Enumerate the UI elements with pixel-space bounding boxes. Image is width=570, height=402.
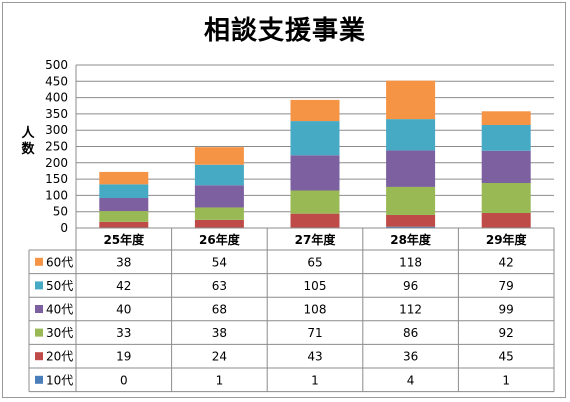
y-tick-label: 100 [45,188,68,202]
y-tick-label: 50 [53,205,68,219]
x-category-label: 26年度 [199,232,241,247]
data-label: 40 [116,303,131,317]
bar-segment [99,221,149,228]
legend-swatch [35,352,43,361]
data-label: 4 [407,373,415,387]
bar-segment [290,99,340,122]
legend-swatch [35,257,43,266]
x-category-label: 29年度 [486,232,528,247]
bar-segment [99,211,149,222]
legend-label: 50代 [46,279,73,293]
data-label: 1 [502,373,510,387]
data-label: 65 [307,255,322,269]
chart-title: 相談支援事業 [203,16,366,46]
data-label: 45 [499,350,514,364]
bar-segment [290,121,340,156]
bar-segment [386,119,436,151]
bar-segment [481,213,531,228]
legend-swatch [35,375,43,384]
data-label: 108 [304,303,327,317]
bar-segment [99,198,149,212]
legend-swatch [35,305,43,313]
bar-segment [386,226,436,228]
y-tick-label: 500 [45,58,68,72]
bar-segment [290,190,340,214]
data-label: 63 [212,279,227,293]
data-label: 112 [399,303,422,317]
x-category-label: 25年度 [103,232,145,247]
legend-label: 40代 [46,303,73,317]
bar-segment [194,207,244,220]
y-tick-label: 250 [45,140,68,154]
y-tick-label: 0 [60,221,68,235]
legend-label: 60代 [46,255,73,269]
data-label: 71 [307,326,322,340]
bar-segment [99,171,149,185]
data-label: 99 [499,303,514,317]
y-tick-label: 450 [45,74,68,88]
data-label: 24 [212,350,227,364]
bar-segment [194,185,244,208]
legend-label: 10代 [46,373,73,387]
bar-segment [194,219,244,228]
chart-frame [2,2,566,398]
data-label: 36 [403,350,418,364]
bar-segment [481,111,531,125]
data-label: 42 [116,279,131,293]
data-label: 118 [399,255,422,269]
data-label: 38 [116,255,131,269]
y-axis-label: 人数 [21,126,35,157]
data-label: 33 [116,326,131,340]
data-label: 0 [120,373,128,387]
y-tick-label: 150 [45,172,68,186]
bar-segment [481,124,531,151]
data-label: 43 [307,350,322,364]
x-category-label: 28年度 [390,232,432,247]
data-label: 105 [304,279,327,293]
y-tick-label: 350 [45,107,68,121]
y-tick-label: 400 [45,91,68,105]
y-tick-label: 300 [45,123,68,137]
bar-segment [386,80,436,120]
bar-segment [99,184,149,199]
bar-segment [290,155,340,191]
data-label: 19 [116,350,131,364]
data-label: 42 [499,255,514,269]
bar-segment [194,147,244,165]
data-label: 92 [499,326,514,340]
y-tick-label: 200 [45,156,68,170]
data-label: 1 [216,373,224,387]
data-label: 38 [212,326,227,340]
data-label: 1 [311,373,319,387]
bar-segment [386,214,436,227]
bar-segment [290,213,340,228]
legend-swatch [35,328,43,337]
data-label: 96 [403,279,418,293]
data-label: 79 [499,279,514,293]
data-label: 68 [212,303,227,317]
bar-segment [481,183,531,214]
bar-stacks [99,80,531,228]
bar-segment [194,164,244,186]
bar-segment [386,186,436,215]
legend-label: 20代 [46,350,73,364]
x-category-label: 27年度 [295,232,337,247]
legend-swatch [35,281,43,290]
bar-segment [386,150,436,187]
data-label: 86 [403,326,418,340]
legend-label: 30代 [46,326,73,340]
data-label: 54 [212,255,227,269]
data-table: 25年度 26年度 27年度 28年度 29年度 60代 38 54 65 118 42 50代 42 6… [28,227,555,393]
y-tick-labels: 0 50 100 150 200 250 300 350 400 450 500 [45,58,68,235]
bar-segment [481,150,531,184]
